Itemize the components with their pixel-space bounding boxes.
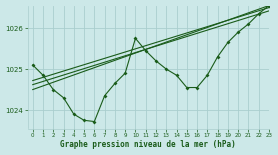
- X-axis label: Graphe pression niveau de la mer (hPa): Graphe pression niveau de la mer (hPa): [60, 140, 236, 149]
